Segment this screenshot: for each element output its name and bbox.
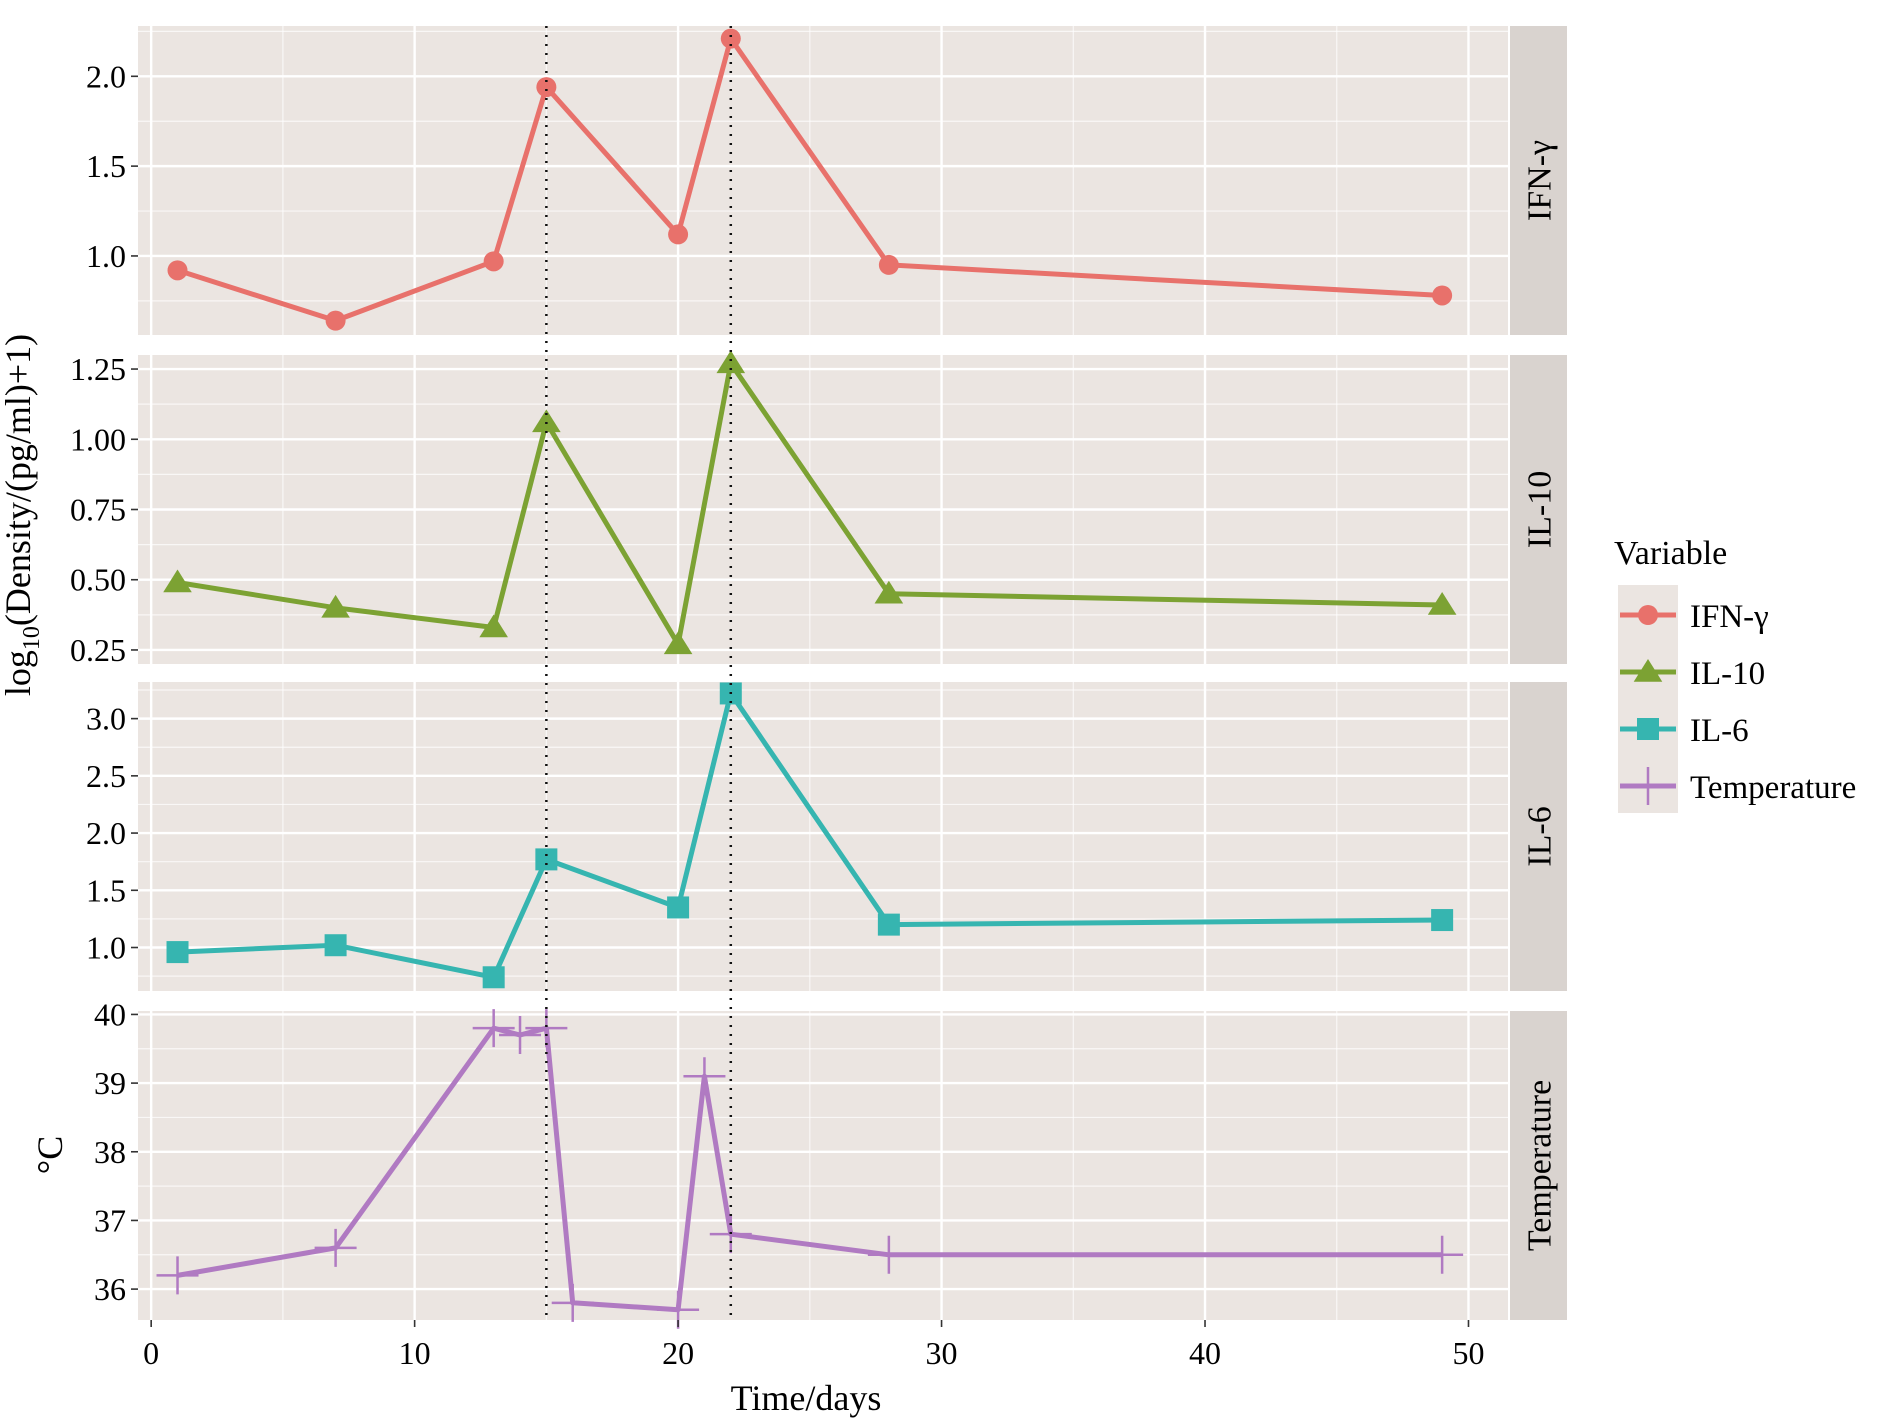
legend-label: IFN-γ	[1690, 599, 1769, 635]
data-point	[321, 594, 350, 618]
x-axis-title: Time/days	[731, 1378, 882, 1418]
data-points	[167, 28, 1453, 331]
y-tick-label: 0.25	[70, 632, 126, 668]
data-point	[536, 77, 557, 98]
series-line	[176, 36, 1443, 324]
facet-strip-label: IFN-γ	[1522, 140, 1559, 221]
data-point	[1427, 592, 1457, 615]
y-axis-titles: log10(Density/(pg/ml)+1) °C	[0, 334, 70, 1174]
data-point	[156, 1256, 199, 1295]
data-point	[1638, 605, 1658, 625]
data-point	[1633, 659, 1663, 682]
facet-strip	[1510, 26, 1567, 335]
legend-item: IFN-γ	[1620, 599, 1769, 635]
series-line	[177, 690, 1443, 980]
data-point	[716, 350, 746, 374]
y-tick-label: 40	[94, 996, 126, 1032]
data-point	[483, 251, 504, 272]
legend-label: IL-6	[1690, 713, 1749, 749]
legend: Variable IFN-γ IL-10 IL-6 Temperature	[1614, 535, 1856, 813]
y-tick-label: 39	[94, 1065, 126, 1101]
y-tick-label: 1.0	[86, 930, 126, 966]
legend-items: IFN-γ IL-10 IL-6 Temperature	[1618, 585, 1856, 813]
data-point	[1432, 285, 1453, 306]
y-tick-label: 0.50	[70, 562, 126, 598]
data-point	[709, 1215, 752, 1254]
data-point	[668, 224, 689, 245]
facet-strip	[1510, 355, 1567, 664]
panel-3: 36 37 38 39 40 Temperature	[94, 996, 1567, 1329]
data-point	[482, 966, 505, 989]
data-point	[551, 1283, 594, 1322]
data-point	[878, 254, 899, 275]
series-line	[177, 360, 1443, 647]
facet-strip-label: Temperature	[1522, 1080, 1559, 1251]
y-tick-label: 2.0	[86, 815, 126, 851]
y-tick-label: 1.0	[86, 238, 126, 274]
x-tick-label: 20	[662, 1335, 694, 1371]
y-tick-label: 36	[94, 1271, 126, 1307]
legend-item: Temperature	[1620, 767, 1856, 806]
y-tick-label: 1.5	[86, 148, 126, 184]
data-point	[663, 631, 693, 655]
data-point	[167, 260, 188, 281]
data-point	[1627, 767, 1669, 805]
data-point	[1421, 1235, 1464, 1274]
data-point	[499, 1016, 542, 1055]
panel-2: 1.0 1.5 2.0 2.5 3.0 IL-6	[86, 682, 1567, 991]
data-points	[166, 682, 1454, 989]
y-tick-label: 0.75	[70, 492, 126, 528]
data-point	[325, 310, 346, 331]
data-point	[877, 913, 900, 936]
facet-strip-label: IL-6	[1522, 806, 1559, 866]
legend-label: IL-10	[1690, 656, 1765, 692]
y-tick-label: 1.25	[70, 351, 126, 387]
data-point	[683, 1057, 726, 1096]
panel-1: 0.25 0.50 0.75 1.00 1.25 IL-10	[70, 350, 1567, 668]
panel-background	[138, 682, 1508, 991]
data-point	[874, 580, 904, 604]
data-point	[667, 896, 690, 919]
legend-item: IL-6	[1620, 713, 1749, 749]
chart-panels: 1.0 1.5 2.0 IFN-γ 0.25 0.50 0.75 1.00 1.25 IL-10 1…	[70, 26, 1567, 1329]
data-point	[314, 1228, 357, 1267]
data-point	[867, 1235, 910, 1274]
legend-item: IL-10	[1620, 656, 1765, 692]
facet-strip	[1510, 1011, 1567, 1320]
x-tick-label: 0	[143, 1335, 159, 1371]
data-point	[163, 569, 192, 593]
y-axis-title-temperature: °C	[30, 1136, 70, 1174]
x-tick-label: 40	[1189, 1335, 1221, 1371]
legend-title: Variable	[1614, 535, 1727, 572]
y-tick-label: 2.5	[86, 758, 126, 794]
data-point	[1637, 718, 1659, 740]
facet-strip-label: IL-10	[1522, 471, 1559, 548]
x-tick-label: 30	[926, 1335, 958, 1371]
y-tick-label: 2.0	[86, 58, 126, 94]
data-point	[166, 941, 189, 964]
panel-background	[138, 1011, 1508, 1320]
data-point	[324, 934, 347, 957]
facet-strip	[1510, 682, 1567, 991]
data-points	[163, 350, 1457, 655]
x-tick-label: 50	[1452, 1335, 1484, 1371]
data-point	[525, 1009, 568, 1048]
data-point	[479, 614, 508, 638]
y-tick-label: 1.5	[86, 872, 126, 908]
y-axis-title-density: log10(Density/(pg/ml)+1)	[0, 334, 45, 696]
y-tick-label: 3.0	[86, 701, 126, 737]
data-point	[535, 848, 558, 871]
y-tick-label: 1.00	[70, 421, 126, 457]
data-point	[1431, 909, 1454, 932]
data-point	[720, 28, 741, 49]
panel-0: 1.0 1.5 2.0 IFN-γ	[86, 26, 1567, 335]
x-tick-label: 10	[399, 1335, 431, 1371]
y-tick-label: 37	[94, 1202, 126, 1238]
legend-label: Temperature	[1690, 770, 1856, 806]
x-axis: 0 10 20 30 40 50	[143, 1320, 1484, 1371]
data-point	[472, 1009, 515, 1048]
y-tick-label: 38	[94, 1134, 126, 1170]
data-point	[532, 409, 561, 433]
